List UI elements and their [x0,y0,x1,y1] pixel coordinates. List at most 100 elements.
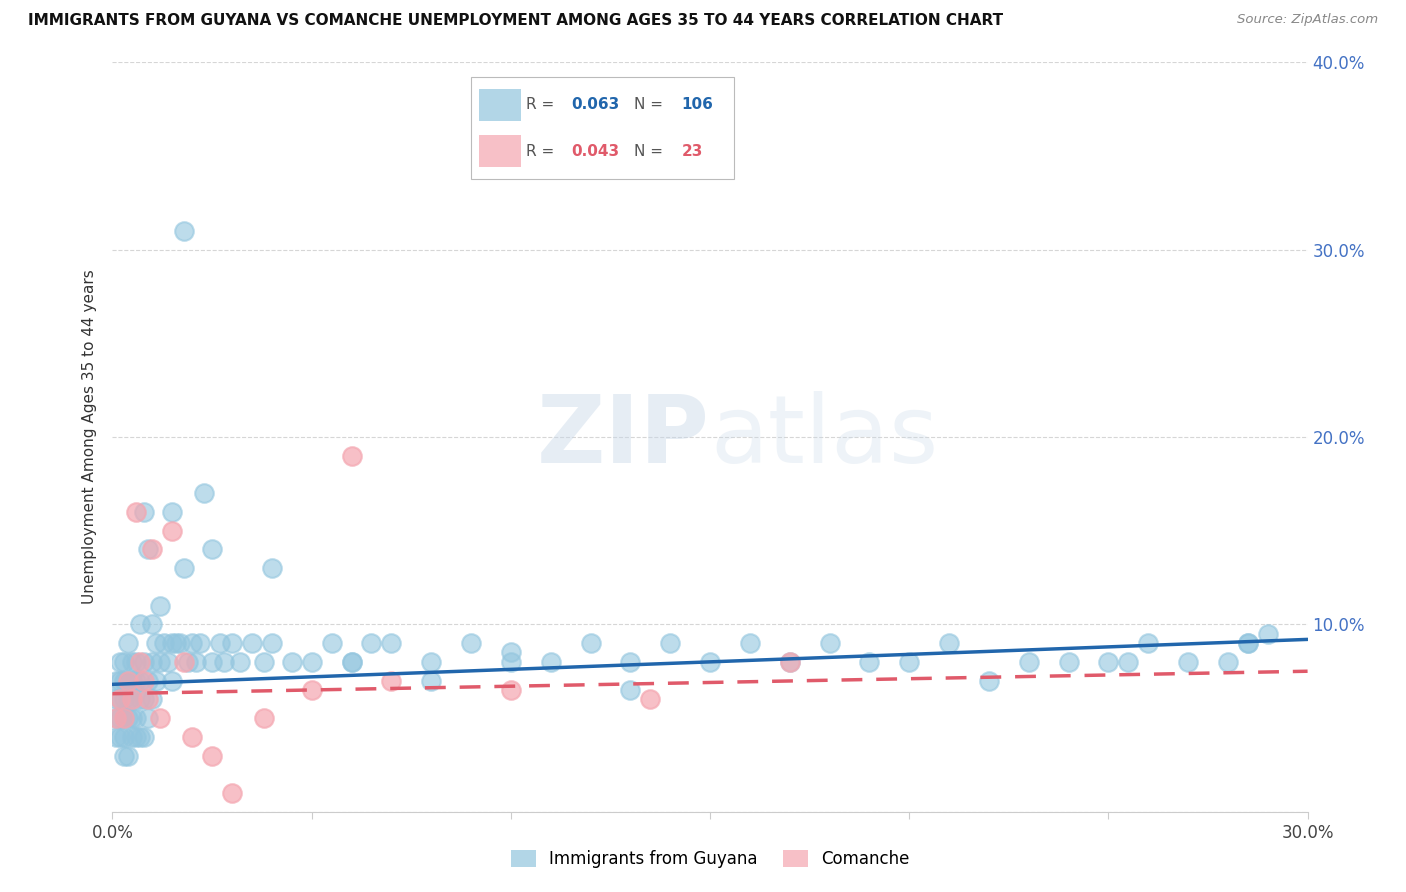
Point [188,636,211,650]
Point [1118,655,1140,669]
Point [460,636,482,650]
Point [1018,655,1040,669]
Point [110,673,132,688]
Point [201,748,224,763]
Point [129,617,152,632]
Point [145,673,167,688]
Point [138,542,160,557]
Point [129,655,152,669]
Point [221,636,243,650]
Point [173,655,195,669]
Text: ZIP: ZIP [537,391,710,483]
Point [977,673,1000,688]
Point [141,617,163,632]
Point [134,692,156,706]
Point [121,711,143,725]
Point [129,673,152,688]
Point [1057,655,1080,669]
Point [134,505,156,519]
Point [619,655,641,669]
Point [177,655,200,669]
Point [260,561,283,575]
Point [301,683,323,698]
Point [125,655,148,669]
Point [134,730,156,744]
Point [165,636,187,650]
Point [380,636,402,650]
Point [212,655,235,669]
Point [157,655,180,669]
Point [1097,655,1119,669]
Point [110,692,132,706]
Text: atlas: atlas [710,391,938,483]
Point [499,646,522,660]
Point [153,636,176,650]
Point [138,692,160,706]
Point [193,486,215,500]
Point [138,711,160,725]
Point [619,683,641,698]
Point [117,711,139,725]
Point [129,730,152,744]
Point [149,655,172,669]
Point [121,692,143,706]
Point [420,673,443,688]
Point [114,655,135,669]
Point [121,692,143,706]
Point [121,673,143,688]
Text: IMMIGRANTS FROM GUYANA VS COMANCHE UNEMPLOYMENT AMONG AGES 35 TO 44 YEARS CORREL: IMMIGRANTS FROM GUYANA VS COMANCHE UNEMP… [28,13,1004,29]
Point [253,711,276,725]
Point [738,636,761,650]
Point [1137,636,1160,650]
Point [105,692,128,706]
Point [201,655,224,669]
Point [129,692,152,706]
Point [145,636,167,650]
Point [699,655,721,669]
Point [1257,626,1279,640]
Point [579,636,602,650]
Point [117,748,139,763]
Y-axis label: Unemployment Among Ages 35 to 44 years: Unemployment Among Ages 35 to 44 years [82,269,97,605]
Point [229,655,252,669]
Point [321,636,343,650]
Point [779,655,801,669]
Point [1237,636,1260,650]
Point [162,673,183,688]
Point [110,655,132,669]
Point [141,542,163,557]
Point [114,673,135,688]
Point [281,655,304,669]
Point [105,673,128,688]
Point [260,636,283,650]
Point [141,692,163,706]
Point [640,692,662,706]
Point [186,655,208,669]
Point [340,655,363,669]
Point [938,636,960,650]
Point [181,636,204,650]
Point [117,673,139,688]
Point [169,636,191,650]
Point [221,786,243,800]
Point [201,542,224,557]
Point [105,730,128,744]
Point [173,561,195,575]
Point [149,599,172,613]
Point [301,655,323,669]
Point [540,655,562,669]
Point [125,730,148,744]
Point [114,711,135,725]
Point [149,711,172,725]
Legend: Immigrants from Guyana, Comanche: Immigrants from Guyana, Comanche [505,843,915,874]
Point [209,636,232,650]
Point [340,449,363,463]
Point [340,655,363,669]
Point [181,730,204,744]
Point [818,636,841,650]
Point [499,655,522,669]
Point [141,655,163,669]
Point [499,683,522,698]
Point [898,655,921,669]
Point [110,692,132,706]
